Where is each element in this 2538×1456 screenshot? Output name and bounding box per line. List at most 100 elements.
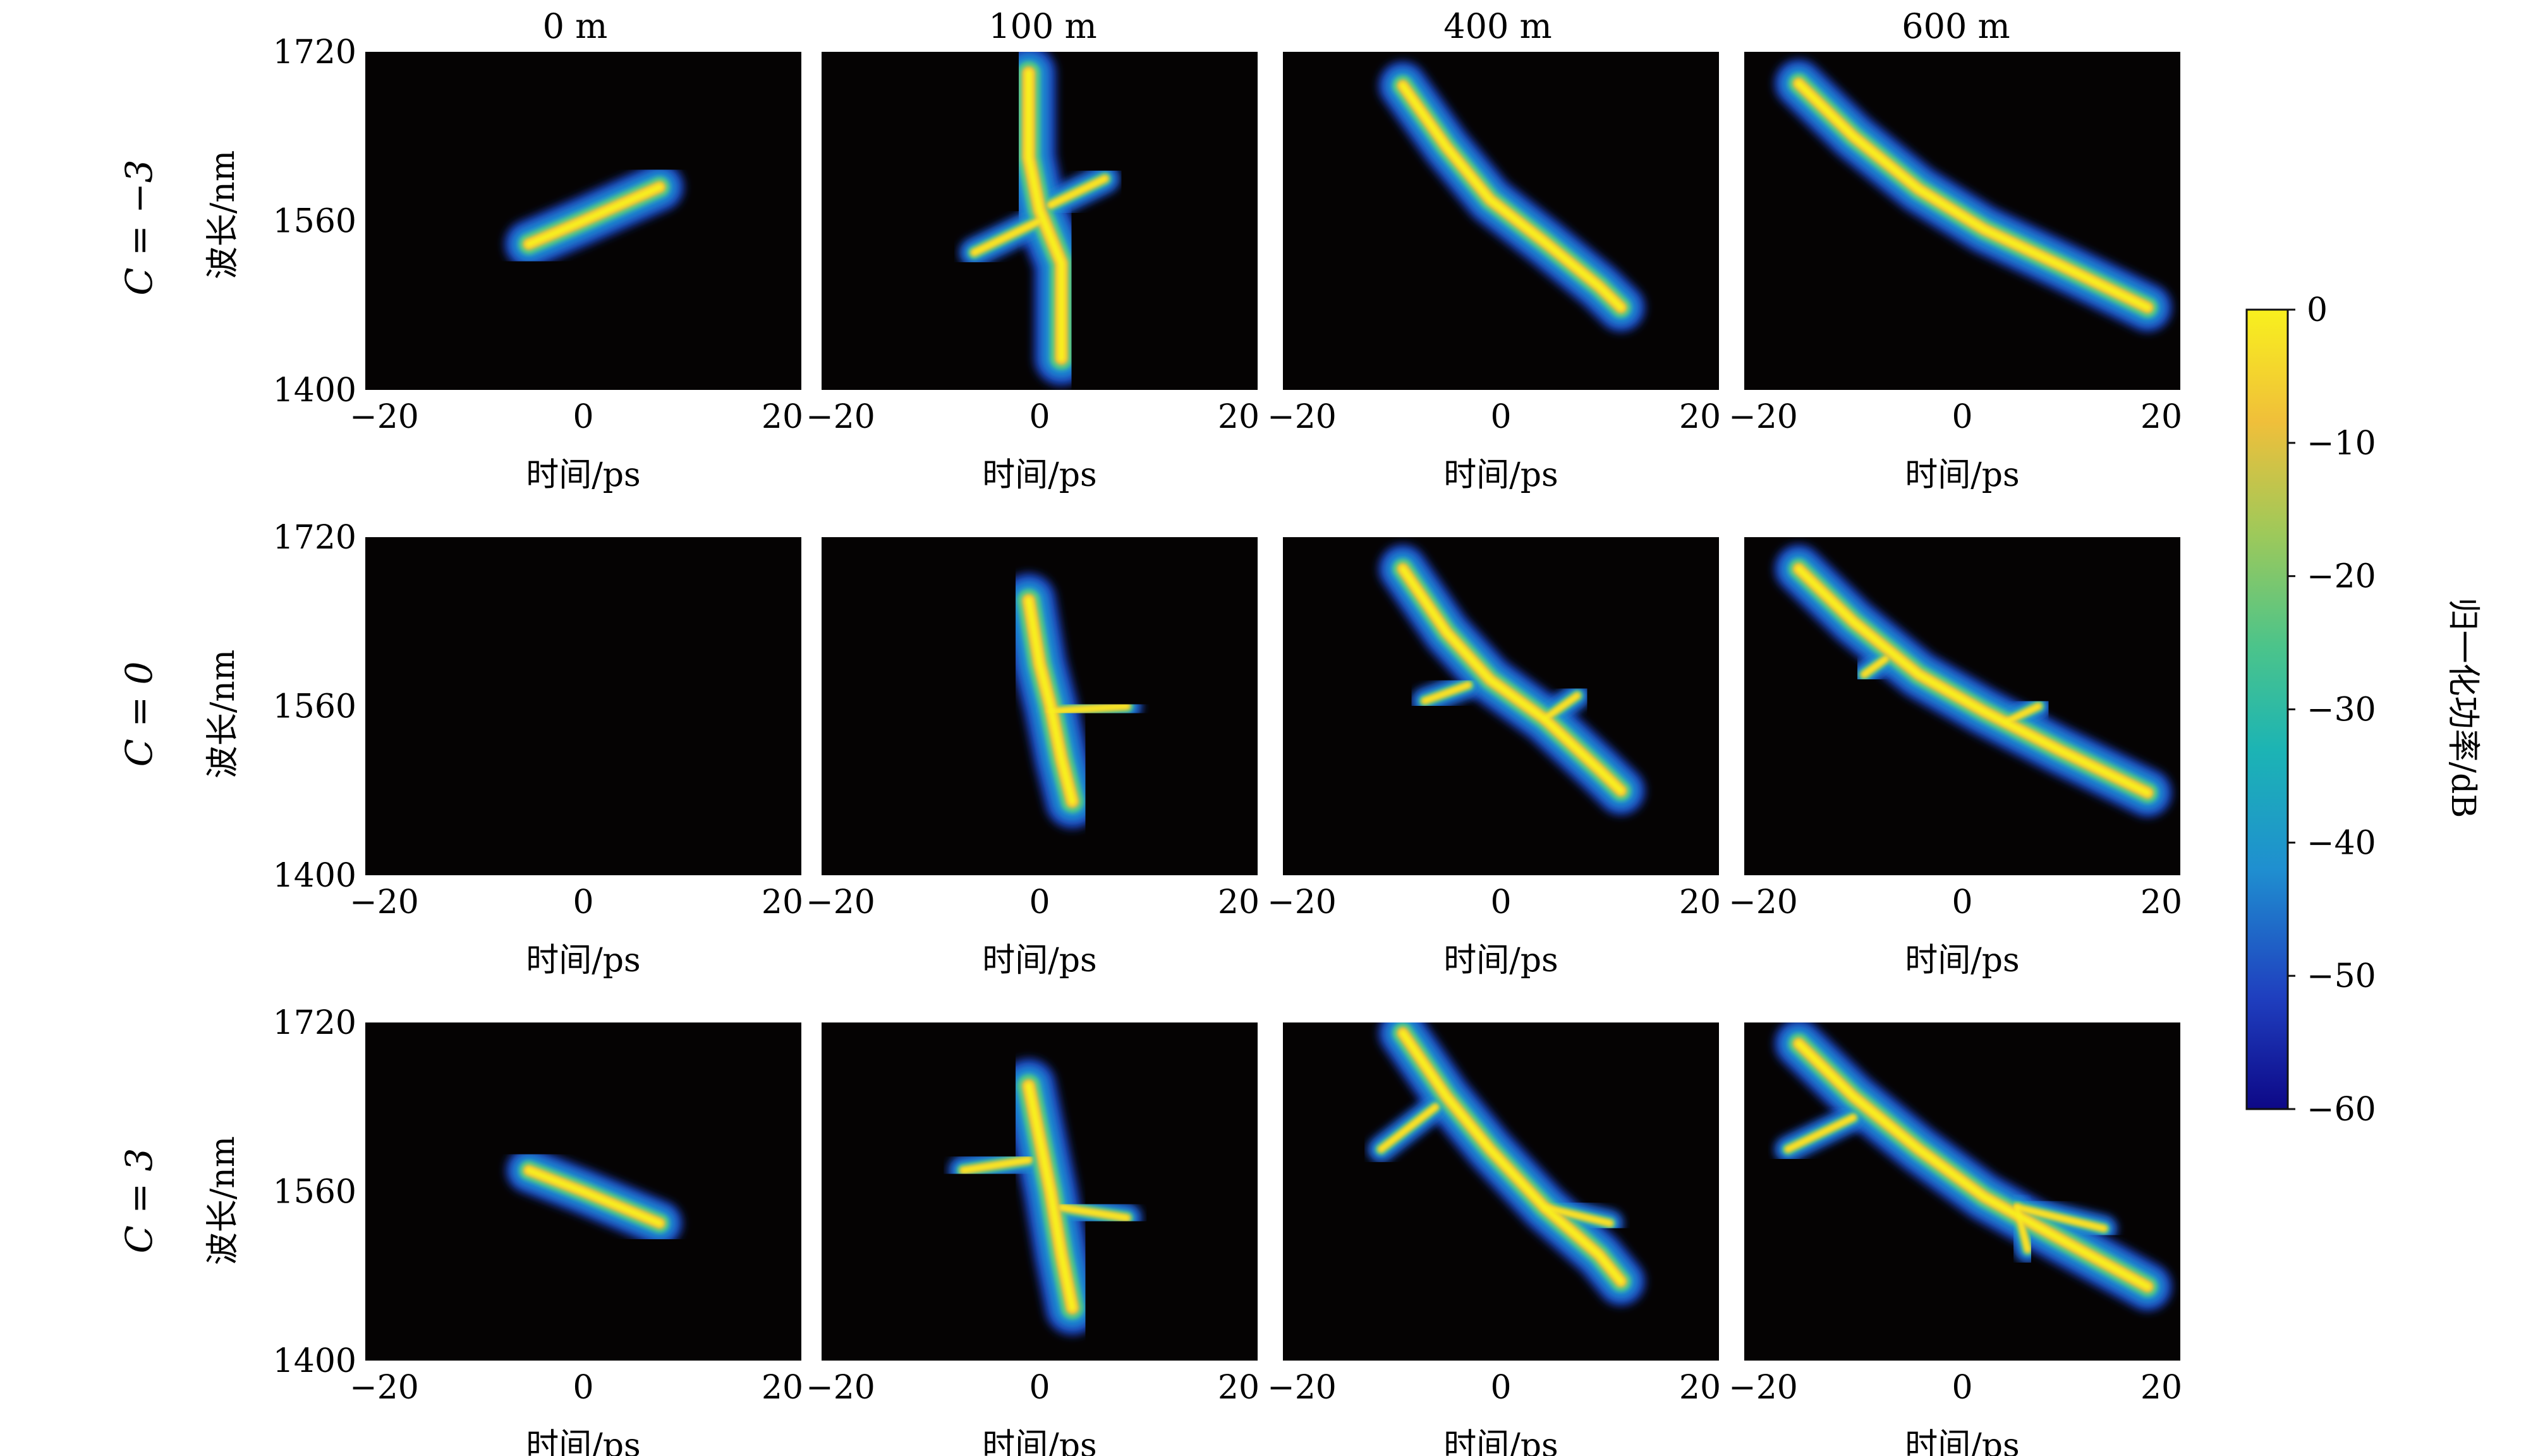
colorbar-tick-label-2: −20 <box>2307 558 2376 596</box>
x-tick-label-panel-r2-c0-0: −20 <box>349 1369 419 1407</box>
x-axis-label-panel-r1-c3: 时间/ps <box>1905 942 2020 980</box>
colorbar-tick-label-0: 0 <box>2307 291 2328 329</box>
panel-r1-c2-spike-1-layer-4 <box>1543 694 1579 721</box>
x-tick-label-panel-r0-c0-0: −20 <box>349 398 419 436</box>
panel-r2-c2-spike-0-layer-4 <box>1379 1105 1438 1151</box>
x-tick-label-panel-r2-c2-2: 20 <box>1679 1369 1721 1407</box>
y-axis-label-row-1: 波长/nm <box>204 150 242 279</box>
x-tick-label-panel-r2-c0-1: 0 <box>573 1369 593 1407</box>
x-axis-label-panel-r2-c2: 时间/ps <box>1443 1427 1558 1456</box>
panel-r0-c0-ridge-layer-4 <box>525 184 663 248</box>
x-axis-label-panel-r2-c3: 时间/ps <box>1905 1427 2020 1456</box>
column-title-100m: 100 m <box>988 6 1096 46</box>
panel-r2-c1-spectrogram <box>948 1058 1142 1335</box>
x-tick-label-panel-r1-c0-2: 20 <box>762 883 803 921</box>
x-tick-label-panel-r0-c2-0: −20 <box>1267 398 1337 436</box>
x-tick-label-panel-r0-c0-2: 20 <box>762 398 803 436</box>
colorbar-tick-label-5: −50 <box>2307 957 2376 995</box>
y-tick-label-row2-1720: 1720 <box>273 1004 356 1042</box>
panel-r2-c2-spike-1-layer-4 <box>1543 1205 1612 1225</box>
x-axis-label-panel-r1-c2: 时间/ps <box>1443 942 1558 980</box>
y-tick-label-row1-1400: 1400 <box>273 857 356 895</box>
panel-r2-c3-spike-0-layer-4 <box>1786 1115 1855 1151</box>
panel-r0-c2-spectrogram <box>1378 61 1646 332</box>
x-axis-label-panel-r1-c0: 时间/ps <box>526 942 641 980</box>
y-tick-label-row0-1720: 1720 <box>273 33 356 71</box>
colorbar-label: 归一化功率/dB <box>2444 597 2482 818</box>
x-axis-label-panel-r0-c1: 时间/ps <box>982 456 1097 494</box>
panel-r2-c3-ridge-layer-4 <box>1795 1040 2151 1290</box>
panel-r0-c2-ridge-layer-4 <box>1399 82 1624 311</box>
y-axis-label-row-2: 波长/nm <box>204 650 242 779</box>
x-tick-label-panel-r0-c1-2: 20 <box>1218 398 1260 436</box>
colorbar-tick-label-6: −60 <box>2307 1091 2376 1129</box>
x-tick-label-panel-r1-c2-0: −20 <box>1267 883 1337 921</box>
x-tick-label-panel-r1-c3-2: 20 <box>2140 883 2182 921</box>
panel-r0-c1-spike-1-layer-4 <box>1048 176 1107 207</box>
row-label-c-0: C = 0 <box>118 662 161 767</box>
panel-r1-c3-ridge-layer-4 <box>1795 566 2151 796</box>
panel-r2-c0-ridge-layer-4 <box>526 1167 663 1227</box>
panel-r1-c3-spike-2-layer-4 <box>1862 657 1888 677</box>
y-tick-label-row0-1400: 1400 <box>273 372 356 410</box>
y-tick-label-row2-1560: 1560 <box>273 1174 356 1211</box>
column-title-600m: 600 m <box>1902 6 2010 46</box>
row-label-c-3: C = 3 <box>118 1148 161 1254</box>
x-tick-label-panel-r2-c1-1: 0 <box>1029 1369 1050 1407</box>
colorbar-ticks: 0 −10 −20 −30 −40 −50 −60 <box>2288 291 2376 1129</box>
panel-r2-c1-spike-1-layer-4 <box>1059 1205 1129 1220</box>
panel-r1-c2-spectrogram <box>1378 544 1646 815</box>
x-tick-label-panel-r0-c3-2: 20 <box>2140 398 2182 436</box>
panel-r0-c3-spectrogram <box>1774 59 2172 332</box>
y-tick-label-row1-1720: 1720 <box>273 519 356 557</box>
x-tick-label-panel-r0-c3-0: −20 <box>1728 398 1798 436</box>
panel-r2-c1-spike-0-layer-4 <box>961 1158 1031 1173</box>
x-tick-label-panel-r0-c1-0: −20 <box>806 398 875 436</box>
x-axis-label-panel-r0-c2: 时间/ps <box>1443 456 1558 494</box>
colorbar-tick-label-1: −10 <box>2307 425 2376 463</box>
x-tick-label-panel-r0-c1-1: 0 <box>1029 398 1050 436</box>
x-tick-label-panel-r2-c3-2: 20 <box>2140 1369 2182 1407</box>
panel-r2-c2-ridge-layer-4 <box>1399 1029 1624 1285</box>
panel-r2-c2-spectrogram <box>1367 1022 1646 1306</box>
y-axis-label-row-3: 波长/nm <box>204 1136 242 1265</box>
x-tick-label-panel-r1-c0-1: 0 <box>573 883 593 921</box>
x-tick-label-panel-r1-c1-2: 20 <box>1218 883 1260 921</box>
x-tick-label-panel-r1-c2-2: 20 <box>1679 883 1721 921</box>
column-title-0m: 0 m <box>543 6 608 46</box>
panel-r1-c1-ridge-layer-4 <box>1025 597 1076 805</box>
x-tick-label-panel-r2-c2-0: −20 <box>1267 1369 1337 1407</box>
x-tick-label-panel-r1-c3-1: 0 <box>1952 883 1972 921</box>
y-tick-label-row2-1400: 1400 <box>273 1342 356 1380</box>
panel-r2-c1-ridge-layer-4 <box>1025 1082 1076 1311</box>
x-tick-label-panel-r1-c1-1: 0 <box>1029 883 1050 921</box>
y-tick-label-row0-1560: 1560 <box>273 203 356 241</box>
x-tick-label-panel-r2-c0-2: 20 <box>762 1369 803 1407</box>
y-tick-label-row1-1560: 1560 <box>273 688 356 726</box>
x-axis-label-panel-r2-c1: 时间/ps <box>982 1427 1097 1456</box>
panel-r0-c1-ridge-layer-4 <box>1025 70 1065 362</box>
x-tick-label-panel-r0-c2-1: 0 <box>1490 398 1511 436</box>
x-tick-label-panel-r1-c1-0: −20 <box>806 883 875 921</box>
x-axis-label-panel-r0-c3: 时间/ps <box>1905 456 2020 494</box>
panel-r2-c0-spectrogram <box>506 1147 683 1246</box>
panel-r1-c2-spike-2-layer-4 <box>1423 683 1470 703</box>
x-tick-label-panel-r2-c1-0: −20 <box>806 1369 875 1407</box>
x-tick-label-panel-r1-c0-0: −20 <box>349 883 419 921</box>
x-tick-label-panel-r1-c2-1: 0 <box>1490 883 1511 921</box>
panel-r1-c3-spike-1-layer-4 <box>2004 704 2041 724</box>
panel-r2-c3-spectrogram <box>1774 1022 2172 1311</box>
x-tick-label-panel-r2-c1-2: 20 <box>1218 1369 1260 1407</box>
panel-r1-c3-spectrogram <box>1774 544 2172 818</box>
x-tick-label-panel-r0-c3-1: 0 <box>1952 398 1972 436</box>
x-axis-label-panel-r0-c0: 时间/ps <box>526 456 641 494</box>
panel-r0-c3-ridge-layer-4 <box>1795 80 2151 311</box>
x-axis-label-panel-r1-c1: 时间/ps <box>982 942 1097 980</box>
column-title-400m: 400 m <box>1443 6 1551 46</box>
x-tick-label-panel-r2-c3-0: −20 <box>1728 1369 1798 1407</box>
panel-r2-c3-spike-1-layer-4 <box>2015 1205 2106 1230</box>
x-tick-label-panel-r1-c3-0: −20 <box>1728 883 1798 921</box>
colorbar-tick-label-3: −30 <box>2307 691 2376 729</box>
